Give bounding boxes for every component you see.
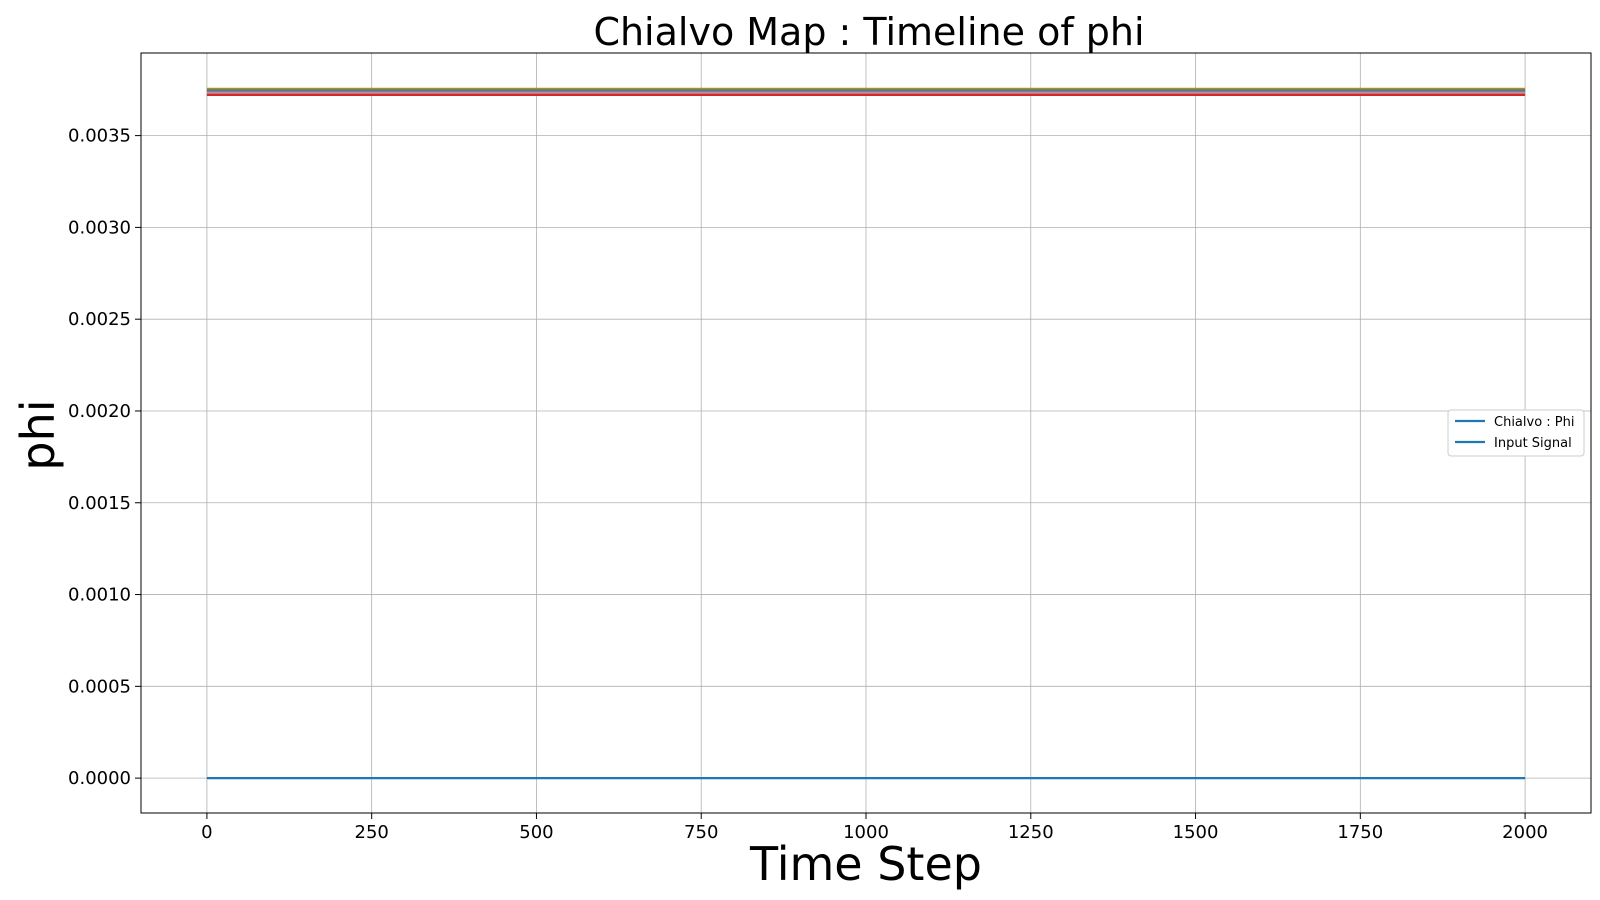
y-tick-label: 0.0025 xyxy=(68,309,131,330)
plot-lines xyxy=(206,87,1526,780)
x-tick-label: 1000 xyxy=(843,822,889,843)
x-tick-label: 0 xyxy=(201,822,212,843)
y-axis: 0.0000 0.0005 0.0010 0.0015 0.0020 0.0025 0.00… xyxy=(68,126,141,789)
y-tick-label: 0.0020 xyxy=(68,401,131,422)
x-tick-label: 750 xyxy=(684,822,718,843)
y-tick-label: 0.0015 xyxy=(68,493,131,514)
y-tick-label: 0.0005 xyxy=(68,676,131,697)
legend-label-phi: Chialvo : Phi xyxy=(1494,415,1575,430)
x-tick-label: 250 xyxy=(355,822,389,843)
y-tick-label: 0.0035 xyxy=(68,126,131,147)
legend: Chialvo : Phi Input Signal xyxy=(1447,409,1585,457)
x-tick-label: 1750 xyxy=(1337,822,1383,843)
chart-title: Chialvo Map : Timeline of phi xyxy=(593,10,1144,54)
x-tick-label: 500 xyxy=(519,822,553,843)
y-axis-label: phi xyxy=(11,399,65,470)
x-axis: 0 250 500 750 1000 1250 1500 1750 2000 xyxy=(201,813,1548,843)
legend-label-input: Input Signal xyxy=(1494,436,1572,451)
x-tick-label: 1250 xyxy=(1008,822,1054,843)
x-tick-label: 1500 xyxy=(1173,822,1219,843)
y-tick-label: 0.0010 xyxy=(68,585,131,606)
x-tick-label: 2000 xyxy=(1502,822,1548,843)
y-tick-label: 0.0000 xyxy=(68,768,131,789)
y-tick-label: 0.0030 xyxy=(68,217,131,238)
x-axis-label: Time Step xyxy=(749,837,982,891)
